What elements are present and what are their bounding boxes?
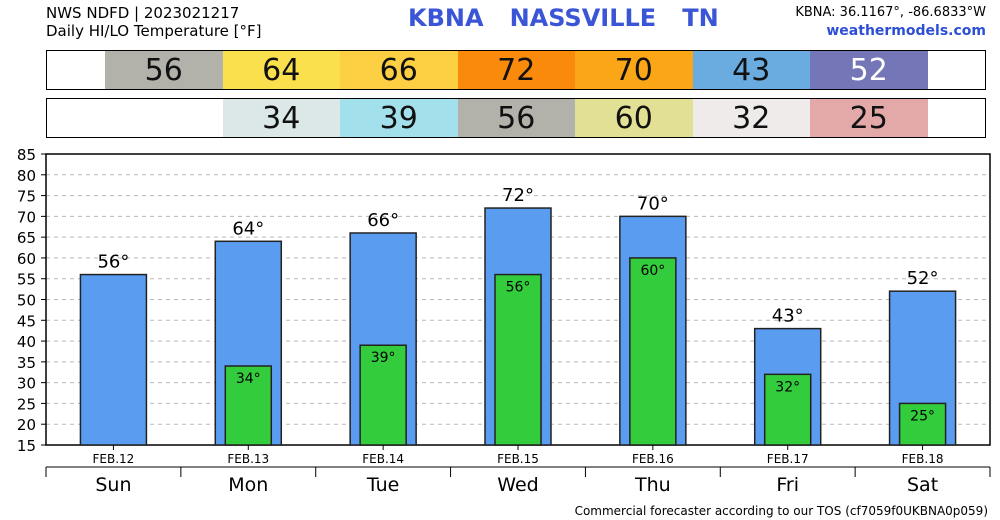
y-tick-label: 85 xyxy=(17,146,36,164)
y-tick-label: 30 xyxy=(17,375,36,393)
high-bar-label: 43° xyxy=(772,306,804,327)
temperature-chart: 15 20 25 30 35 40 45 50 55 60 65 70 75 80 85 56° FEB.12 S… xyxy=(17,146,991,496)
x-day-label: Mon xyxy=(228,474,268,496)
y-tick-label: 70 xyxy=(17,208,36,226)
station-coords: KBNA: 36.1167°, -86.6833°W xyxy=(795,5,986,20)
lo-cell: 60 xyxy=(575,99,693,137)
low-bar xyxy=(224,365,273,446)
header-right: KBNA: 36.1167°, -86.6833°W weathermodels… xyxy=(795,4,986,40)
high-bar-label: 52° xyxy=(907,268,939,289)
hi-cell: 56 xyxy=(105,51,223,89)
x-date-label: FEB.17 xyxy=(767,452,809,466)
y-tick-label: 65 xyxy=(17,229,36,247)
lo-cell: 56 xyxy=(457,99,575,137)
low-bar-label: 34° xyxy=(236,371,261,387)
high-bar-label: 64° xyxy=(232,218,264,239)
low-bar xyxy=(359,344,407,446)
low-bar-label: 39° xyxy=(371,350,396,366)
lo-cell: 32 xyxy=(692,99,810,137)
y-tick-label: 55 xyxy=(17,271,36,289)
y-tick-label: 75 xyxy=(17,188,36,206)
high-bar-label: 70° xyxy=(637,193,669,214)
x-day-label: Fri xyxy=(776,474,799,496)
y-tick-label: 40 xyxy=(17,333,36,351)
low-bar xyxy=(763,373,812,446)
x-day-label: Wed xyxy=(497,474,538,496)
high-bar-label: 66° xyxy=(367,210,399,231)
x-date-label: FEB.12 xyxy=(93,452,135,466)
x-day-label: Thu xyxy=(634,474,671,496)
y-tick-label: 45 xyxy=(17,312,36,330)
hi-cell: 72 xyxy=(457,51,575,89)
y-tick-label: 25 xyxy=(17,395,36,413)
x-date-label: FEB.15 xyxy=(497,452,539,466)
x-date-label: FEB.13 xyxy=(227,452,269,466)
hi-cell: 64 xyxy=(222,51,340,89)
y-tick-label: 20 xyxy=(17,416,36,434)
low-bar xyxy=(494,273,542,446)
high-temp-row: 56 64 66 72 70 43 52 xyxy=(46,50,986,90)
hi-cell: 70 xyxy=(575,51,693,89)
low-temp-row: 34 39 56 60 32 25 xyxy=(46,98,986,138)
y-tick-label: 80 xyxy=(17,167,36,185)
y-tick-label: 50 xyxy=(17,292,36,310)
hi-cell: 43 xyxy=(692,51,810,89)
x-date-label: FEB.18 xyxy=(902,452,944,466)
low-bar xyxy=(898,402,947,446)
y-tick-label: 15 xyxy=(17,437,36,455)
hi-cell: 66 xyxy=(340,51,458,89)
footer-note: Commercial forecaster according to our T… xyxy=(574,504,988,518)
low-bar-label: 60° xyxy=(640,263,665,279)
low-bar-label: 56° xyxy=(506,280,531,296)
y-tick-label: 60 xyxy=(17,250,36,268)
product-title: NWS NDFD | 2023021217 xyxy=(46,4,240,22)
station-title: KBNA NASSVILLE TN xyxy=(408,4,745,32)
low-bar-label: 32° xyxy=(775,379,800,395)
state-name: TN xyxy=(682,4,719,32)
lo-cell: 25 xyxy=(810,99,928,137)
row-spacer xyxy=(47,99,105,137)
y-tick-label: 35 xyxy=(17,354,36,372)
lo-cell: 39 xyxy=(340,99,458,137)
header-left: NWS NDFD | 2023021217 Daily HI/LO Temper… xyxy=(46,4,262,40)
high-bar xyxy=(79,273,148,446)
x-day-label: Sun xyxy=(95,474,131,496)
variable-title: Daily HI/LO Temperature [°F] xyxy=(46,22,262,40)
high-bar-label: 72° xyxy=(502,185,534,206)
station-id: KBNA xyxy=(408,4,484,32)
city-name: NASSVILLE xyxy=(509,4,657,32)
x-date-label: FEB.14 xyxy=(362,452,404,466)
low-bar-label: 25° xyxy=(910,408,935,424)
x-day-label: Sat xyxy=(907,474,938,496)
site-link[interactable]: weathermodels.com xyxy=(826,23,986,39)
high-bar-label: 56° xyxy=(97,252,129,273)
row-spacer xyxy=(47,51,105,89)
x-day-label: Tue xyxy=(366,474,399,496)
lo-cell xyxy=(105,99,223,137)
x-date-label: FEB.16 xyxy=(632,452,674,466)
lo-cell: 34 xyxy=(222,99,340,137)
low-bar xyxy=(629,257,677,446)
hi-cell: 52 xyxy=(810,51,928,89)
